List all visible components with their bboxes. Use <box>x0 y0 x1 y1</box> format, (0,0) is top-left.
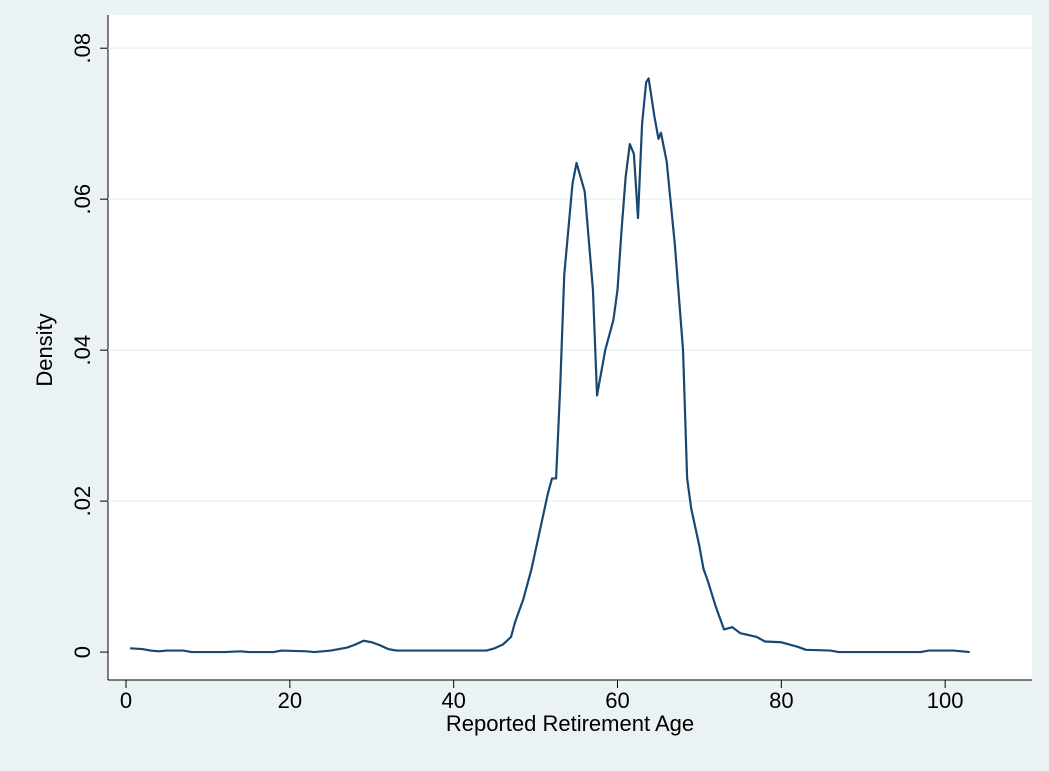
y-tick-label: .06 <box>70 184 95 215</box>
plot-background <box>108 15 1032 680</box>
x-axis-title: Reported Retirement Age <box>446 711 694 736</box>
y-tick-label: 0 <box>70 646 95 658</box>
y-tick-label: .04 <box>70 335 95 366</box>
x-tick-label: 100 <box>927 688 964 713</box>
y-axis-title: Density <box>32 313 57 386</box>
y-tick-label: .02 <box>70 486 95 517</box>
density-line <box>130 77 970 654</box>
x-tick-label: 60 <box>605 688 629 713</box>
x-tick-label: 40 <box>441 688 465 713</box>
x-tick-label: 20 <box>278 688 302 713</box>
x-tick-label: 80 <box>769 688 793 713</box>
y-tick-label: .08 <box>70 33 95 64</box>
x-tick-label: 0 <box>120 688 132 713</box>
